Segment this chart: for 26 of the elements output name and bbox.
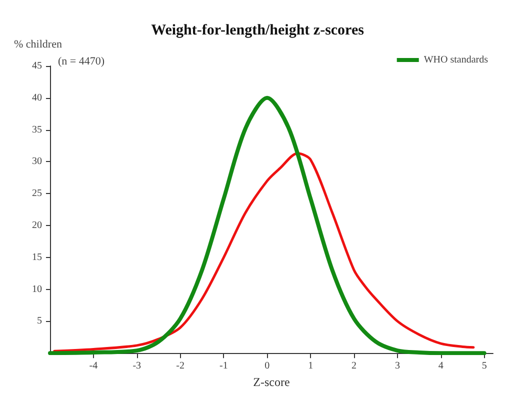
x-tick-label: -4	[89, 360, 98, 372]
x-tick-label: 0	[264, 360, 270, 372]
y-tick-label: 25	[32, 188, 42, 200]
y-axis-title: % children	[14, 38, 62, 50]
legend-label: WHO standards	[424, 54, 488, 66]
y-tick-label: 20	[32, 220, 42, 231]
x-tick-label: -1	[220, 360, 228, 372]
x-tick-label: 1	[308, 360, 314, 372]
line-series	[53, 152, 475, 352]
line-series	[48, 96, 486, 356]
x-tick-label: 2	[352, 360, 357, 372]
x-tick-label: 3	[394, 360, 400, 372]
x-tick-label: 5	[482, 360, 487, 372]
x-tick-label: 4	[438, 360, 444, 372]
x-axis-title: Z-score	[253, 375, 290, 389]
x-tick-label: -2	[176, 360, 184, 372]
x-tick-label: -3	[132, 360, 142, 372]
y-tick-label: 15	[32, 252, 42, 263]
y-tick-label: 10	[32, 284, 42, 295]
y-tick-label: 45	[32, 60, 42, 72]
chart-title: Weight-for-length/height z-scores	[151, 22, 364, 38]
y-tick-label: 5	[37, 316, 42, 327]
y-tick-label: 35	[32, 124, 42, 136]
y-tick-label: 40	[32, 92, 42, 104]
y-tick-label: 30	[32, 156, 42, 168]
annotation: (n = 4470)	[58, 56, 105, 68]
